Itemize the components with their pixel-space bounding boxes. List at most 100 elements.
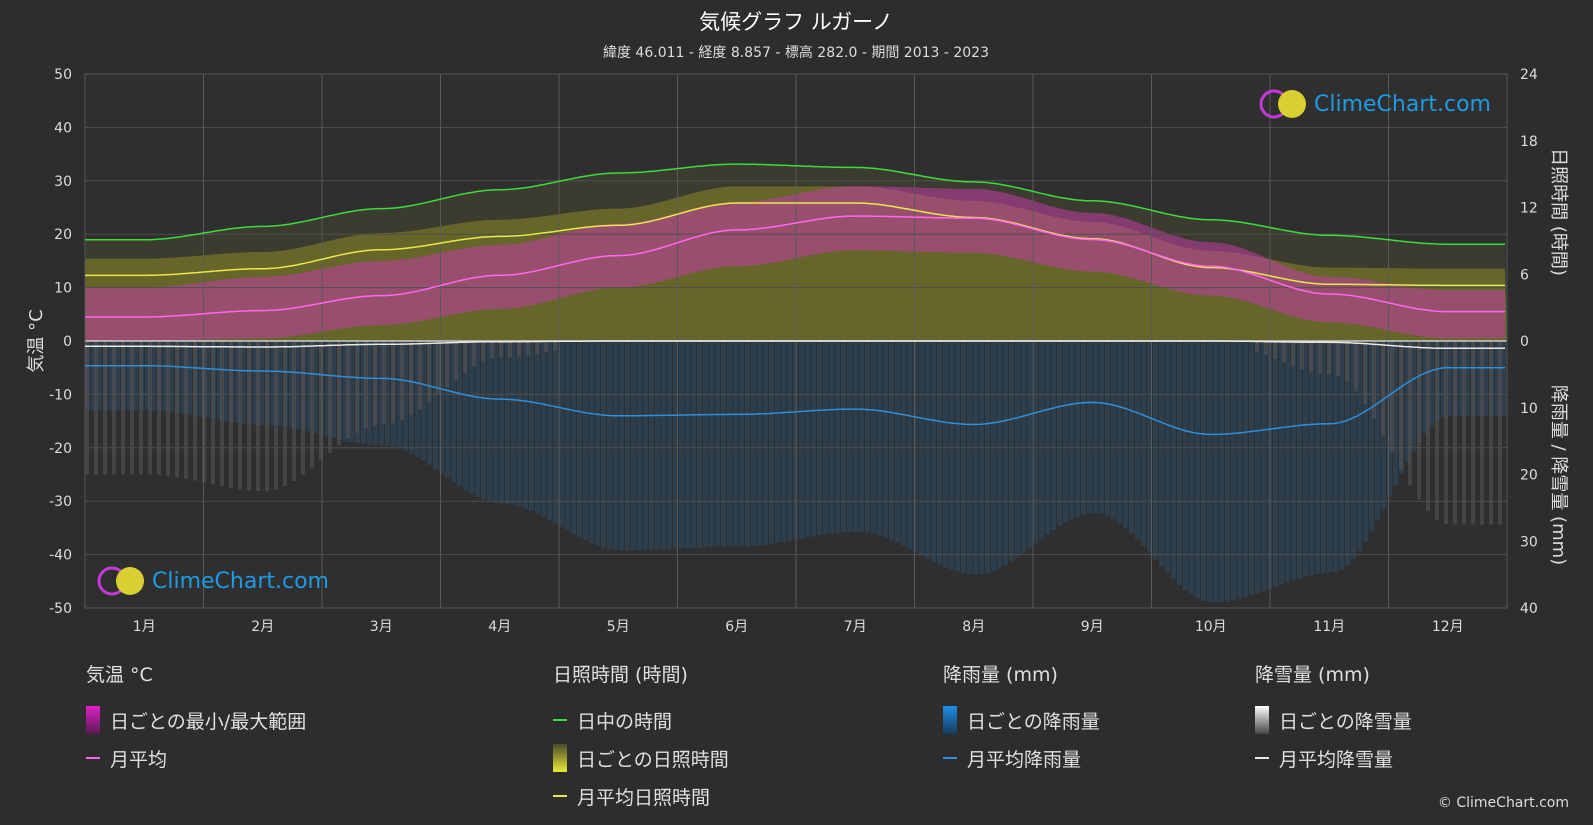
- tick-layer: 50 40 30 20 10 0 -10 -20 -30 -40 -50 24 18 12 6 0 10 20 30…: [49, 67, 1538, 635]
- y-tick-label-left: -30: [49, 494, 72, 510]
- rain-bar: [1459, 341, 1464, 416]
- rain-bar: [1045, 341, 1050, 535]
- legend-snow-title: 降雪量 (mm): [1255, 664, 1370, 686]
- rain-bar: [1123, 341, 1128, 528]
- rain-bar: [1201, 341, 1206, 601]
- rain-bar: [751, 341, 756, 546]
- snow-bar: [211, 341, 215, 485]
- rain-bar: [349, 341, 354, 442]
- rain-bar: [1159, 341, 1164, 567]
- rain-bar: [1279, 341, 1284, 585]
- rain-bar: [769, 341, 774, 544]
- rain-bar: [1177, 341, 1182, 585]
- rain-bar: [709, 341, 714, 548]
- y-tick-label-right: 40: [1520, 601, 1538, 617]
- legend-label: 日ごとの降雪量: [1279, 710, 1412, 733]
- y-tick-label-left: 20: [54, 227, 72, 243]
- rain-bar: [439, 341, 444, 474]
- snow-bar: [1372, 341, 1376, 419]
- rain-bar: [565, 341, 570, 531]
- snow-bar: [1471, 341, 1475, 525]
- rain-bar: [1495, 341, 1500, 416]
- y-axis-label-right-bottom: 降雨量 / 降雪量 (mm): [1548, 385, 1569, 565]
- rain-bar: [1081, 341, 1086, 515]
- rain-bar: [1069, 341, 1074, 520]
- rain-bar: [583, 341, 588, 541]
- rain-bar: [1291, 341, 1296, 581]
- rain-bar: [781, 341, 786, 542]
- rain-bar: [1189, 341, 1194, 595]
- series-layer: [85, 163, 1505, 436]
- rain-bar: [361, 341, 366, 445]
- snow-bar: [1336, 341, 1340, 376]
- rain-bar: [913, 341, 918, 553]
- snow-bar: [256, 341, 260, 491]
- daylight-line: [85, 163, 1505, 245]
- snow-bar: [544, 341, 548, 353]
- plot-border: [84, 73, 1508, 609]
- y-axis-label-left: 気温 °C: [26, 309, 47, 372]
- rain-bar: [739, 341, 744, 547]
- rain-bar: [505, 341, 510, 504]
- range-swatch: [86, 706, 100, 734]
- rain-bar: [979, 341, 984, 575]
- rain-bar: [955, 341, 960, 572]
- rain-bar: [487, 341, 492, 502]
- legend-label: 月平均降雨量: [967, 748, 1082, 771]
- rain-bar: [289, 341, 294, 428]
- snow-bar: [517, 341, 521, 357]
- legend-rain: 降雨量 (mm) 日ごとの降雨量 月平均降雨量: [943, 660, 1100, 777]
- rain-bar: [1405, 341, 1410, 463]
- rain-bar: [745, 341, 750, 547]
- logo-icon: [1259, 89, 1306, 119]
- rain-bar: [889, 341, 894, 541]
- rain-bar: [271, 341, 276, 426]
- rain-bar: [907, 341, 912, 550]
- rain-bar: [1351, 341, 1356, 559]
- rain-bar: [325, 341, 330, 437]
- rain-bar: [949, 341, 954, 570]
- rain-bar: [181, 341, 186, 414]
- temp-avg-swatch: [86, 757, 100, 759]
- snow-bar: [319, 341, 323, 461]
- snow-bar: [355, 341, 359, 433]
- legend-label: 日ごとの日照時間: [577, 748, 729, 771]
- rain-bar: [403, 341, 408, 451]
- logo-top[interactable]: ClimeChart.com: [1258, 88, 1491, 120]
- snow-bar: [220, 341, 224, 487]
- x-tick-label: 7月: [844, 619, 867, 635]
- rain-bar: [1285, 341, 1290, 583]
- rain-bar: [817, 341, 822, 536]
- rain-bar: [715, 341, 720, 547]
- rain-bar: [1027, 341, 1032, 549]
- rain-bar: [559, 341, 564, 527]
- rain-bar: [589, 341, 594, 544]
- snow-bar: [301, 341, 305, 475]
- rain-bar: [997, 341, 1002, 569]
- snow-bar: [1255, 341, 1259, 352]
- rain-bar: [1075, 341, 1080, 517]
- snow-bar: [1408, 341, 1412, 486]
- rain-bar: [379, 341, 384, 446]
- rain-bar: [1339, 341, 1344, 570]
- legend-item-range: 日ごとの最小/最大範囲: [86, 701, 306, 739]
- rain-bar: [691, 341, 696, 548]
- rain-bar: [1327, 341, 1332, 573]
- rain-bar: [481, 341, 486, 500]
- rain-bar: [151, 341, 156, 411]
- rain-bar: [1237, 341, 1242, 599]
- rain-bar: [331, 341, 336, 438]
- rain-bar: [685, 341, 690, 549]
- logo-bottom[interactable]: ClimeChart.com: [96, 565, 329, 597]
- snow-bar: [310, 341, 314, 468]
- rain-bar: [1111, 341, 1116, 519]
- rain-bar: [1213, 341, 1218, 603]
- rain-bar: [343, 341, 348, 441]
- rain-bar: [1207, 341, 1212, 603]
- legend-rain-title: 降雨量 (mm): [943, 664, 1058, 686]
- y-tick-label-left: -20: [49, 441, 72, 457]
- snow-bar: [1300, 341, 1304, 370]
- y-axis-label-right-top: 日照時間 (時間): [1548, 148, 1569, 276]
- rain-bar: [1261, 341, 1266, 592]
- rain-bar: [1231, 341, 1236, 601]
